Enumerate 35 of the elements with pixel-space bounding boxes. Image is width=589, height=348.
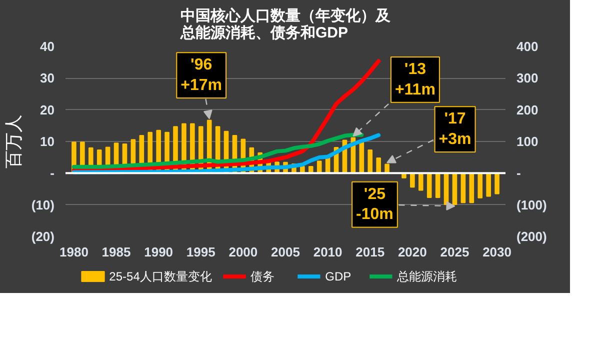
y-tick-label: 30 xyxy=(40,70,55,86)
x-tick-label: 2010 xyxy=(313,244,342,260)
y-tick-label: 20 xyxy=(40,102,55,118)
x-tick-label: 2020 xyxy=(398,244,427,260)
y2-tick-label: 200 xyxy=(516,102,538,118)
y2-tick-label: (200) xyxy=(516,229,547,244)
legend-label: 债务 xyxy=(250,270,275,284)
y2-tick-label: (100) xyxy=(516,197,547,212)
x-tick-label: 2025 xyxy=(440,244,470,260)
y2-tick-label: 400 xyxy=(516,39,538,54)
y-tick-label: 40 xyxy=(40,39,55,54)
x-tick-label: 2005 xyxy=(271,244,300,260)
y-axis-title: 百万人 xyxy=(3,114,24,168)
annotation: '96 +17m xyxy=(180,56,222,94)
chart-title: 中国核心人口数量（年变化）及总能源消耗、债务和GDP xyxy=(180,6,392,42)
y2-tick-label: 300 xyxy=(516,70,538,86)
x-tick-label: 1995 xyxy=(186,244,216,260)
y-tick-label: (10) xyxy=(31,197,55,212)
y-tick-label: (20) xyxy=(31,229,55,244)
legend-label: 25-54人口数量变化 xyxy=(109,270,212,284)
x-tick-label: 1980 xyxy=(60,244,88,260)
annotation: '13 +11m xyxy=(394,61,436,98)
y-tick-label: 10 xyxy=(40,134,55,149)
x-tick-label: 2030 xyxy=(482,244,512,260)
x-tick-label: 2000 xyxy=(228,244,258,260)
legend-label: GDP xyxy=(325,270,352,284)
x-tick-label: 1990 xyxy=(144,244,174,260)
x-tick-label: 2015 xyxy=(356,244,385,260)
y2-tick-label: - xyxy=(516,166,521,181)
y-tick-label: - xyxy=(50,166,55,181)
x-tick-label: 1985 xyxy=(102,244,131,260)
annotation: '17 +3m xyxy=(438,110,472,148)
y2-tick-label: 100 xyxy=(516,134,538,149)
legend-label: 总能源消耗 xyxy=(396,270,458,284)
annotation: '25 -10m xyxy=(356,186,394,224)
